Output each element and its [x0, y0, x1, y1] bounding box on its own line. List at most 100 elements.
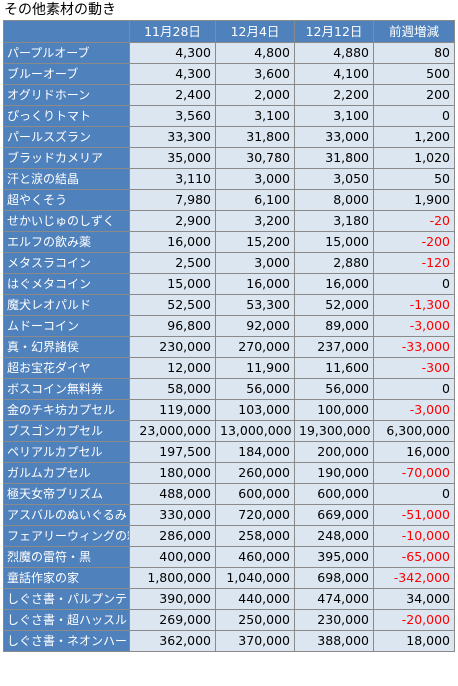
weekly-change-cell: 80 [373, 42, 455, 64]
value-dec12-cell: 237,000 [294, 336, 374, 358]
table-row: ボスコイン無料券 58,000 56,000 56,000 0 [3, 378, 455, 400]
weekly-change-cell: 0 [373, 273, 455, 295]
header-row: 11月28日 12月4日 12月12日 前週増減 [3, 20, 455, 43]
value-dec12-cell: 2,880 [294, 252, 374, 274]
weekly-change-cell: -65,000 [373, 546, 455, 568]
value-dec4-cell: 53,300 [215, 294, 295, 316]
item-name-cell: パープルオーブ [3, 42, 130, 64]
header-cell-nov28: 11月28日 [129, 20, 216, 43]
weekly-change-cell: 1,200 [373, 126, 455, 148]
weekly-change-cell: 500 [373, 63, 455, 85]
header-cell-dec4: 12月4日 [215, 20, 295, 43]
value-dec12-cell: 698,000 [294, 567, 374, 589]
value-dec12-cell: 33,000 [294, 126, 374, 148]
header-cell-dec12: 12月12日 [294, 20, 374, 43]
weekly-change-cell: -3,000 [373, 315, 455, 337]
value-nov28-cell: 286,000 [129, 525, 216, 547]
table-row: 超お宝花ダイヤ 12,000 11,900 11,600 -300 [3, 357, 455, 379]
value-dec4-cell: 3,600 [215, 63, 295, 85]
value-nov28-cell: 2,400 [129, 84, 216, 106]
value-dec4-cell: 1,040,000 [215, 567, 295, 589]
weekly-change-cell: -200 [373, 231, 455, 253]
value-nov28-cell: 2,900 [129, 210, 216, 232]
value-nov28-cell: 197,500 [129, 441, 216, 463]
value-nov28-cell: 96,800 [129, 315, 216, 337]
value-dec12-cell: 474,000 [294, 588, 374, 610]
item-name-cell: オグリドホーン [3, 84, 130, 106]
table-row: はぐメタコイン 15,000 16,000 16,000 0 [3, 273, 455, 295]
item-name-cell: 金のチキ坊カプセル [3, 399, 130, 421]
item-name-cell: 超お宝花ダイヤ [3, 357, 130, 379]
item-name-cell: しぐさ書・パルプンテ [3, 588, 130, 610]
value-dec4-cell: 184,000 [215, 441, 295, 463]
value-dec12-cell: 230,000 [294, 609, 374, 631]
value-nov28-cell: 12,000 [129, 357, 216, 379]
item-name-cell: ぴっくりトマト [3, 105, 130, 127]
value-dec4-cell: 31,800 [215, 126, 295, 148]
value-dec12-cell: 3,050 [294, 168, 374, 190]
weekly-change-cell: -120 [373, 252, 455, 274]
header-cell-weekly-change: 前週増減 [373, 20, 455, 43]
table-row: ぴっくりトマト 3,560 3,100 3,100 0 [3, 105, 455, 127]
item-name-cell: アスバルのぬいぐるみ [3, 504, 130, 526]
weekly-change-cell: 18,000 [373, 630, 455, 652]
value-dec12-cell: 52,000 [294, 294, 374, 316]
value-dec12-cell: 16,000 [294, 273, 374, 295]
value-nov28-cell: 33,300 [129, 126, 216, 148]
weekly-change-cell: -3,000 [373, 399, 455, 421]
item-name-cell: 真・幻界諸侯 [3, 336, 130, 358]
table-row: しぐさ書・ネオンハート 362,000 370,000 388,000 18,000 [3, 630, 455, 652]
table-row: ガルムカプセル 180,000 260,000 190,000 -70,000 [3, 462, 455, 484]
value-nov28-cell: 15,000 [129, 273, 216, 295]
table-row: パープルオーブ 4,300 4,800 4,880 80 [3, 42, 455, 64]
table-row: 極天女帝ブリズム 488,000 600,000 600,000 0 [3, 483, 455, 505]
value-dec4-cell: 460,000 [215, 546, 295, 568]
value-dec4-cell: 13,000,000 [215, 420, 295, 442]
table-row: ペリアルカプセル 197,500 184,000 200,000 16,000 [3, 441, 455, 463]
value-dec4-cell: 258,000 [215, 525, 295, 547]
value-dec12-cell: 89,000 [294, 315, 374, 337]
value-dec12-cell: 4,880 [294, 42, 374, 64]
table-row: 魔犬レオパルド 52,500 53,300 52,000 -1,300 [3, 294, 455, 316]
value-dec12-cell: 190,000 [294, 462, 374, 484]
value-dec12-cell: 200,000 [294, 441, 374, 463]
table-row: ブラッドカメリア 35,000 30,780 31,800 1,020 [3, 147, 455, 169]
table-row: メタスラコイン 2,500 3,000 2,880 -120 [3, 252, 455, 274]
item-name-cell: はぐメタコイン [3, 273, 130, 295]
table-row: アスバルのぬいぐるみ 330,000 720,000 669,000 -51,000 [3, 504, 455, 526]
item-name-cell: ブラッドカメリア [3, 147, 130, 169]
item-name-cell: 烈魔の雷符・黒 [3, 546, 130, 568]
item-name-cell: ムドーコイン [3, 315, 130, 337]
weekly-change-cell: -300 [373, 357, 455, 379]
value-dec12-cell: 600,000 [294, 483, 374, 505]
item-name-cell: 極天女帝ブリズム [3, 483, 130, 505]
table-row: 金のチキ坊カプセル 119,000 103,000 100,000 -3,000 [3, 399, 455, 421]
item-name-cell: 汗と涙の結晶 [3, 168, 130, 190]
value-dec12-cell: 248,000 [294, 525, 374, 547]
value-nov28-cell: 3,560 [129, 105, 216, 127]
table-row: フェアリーウィングの箱 286,000 258,000 248,000 -10,000 [3, 525, 455, 547]
value-dec4-cell: 15,200 [215, 231, 295, 253]
value-nov28-cell: 3,110 [129, 168, 216, 190]
item-name-cell: せかいじゅのしずく [3, 210, 130, 232]
value-nov28-cell: 488,000 [129, 483, 216, 505]
table-row: 汗と涙の結晶 3,110 3,000 3,050 50 [3, 168, 455, 190]
value-nov28-cell: 400,000 [129, 546, 216, 568]
weekly-change-cell: 34,000 [373, 588, 455, 610]
item-name-cell: ボスコイン無料券 [3, 378, 130, 400]
value-dec4-cell: 4,800 [215, 42, 295, 64]
value-dec4-cell: 103,000 [215, 399, 295, 421]
value-dec4-cell: 11,900 [215, 357, 295, 379]
header-cell-item [3, 20, 130, 43]
table-row: オグリドホーン 2,400 2,000 2,200 200 [3, 84, 455, 106]
item-name-cell: エルフの飲み薬 [3, 231, 130, 253]
value-dec12-cell: 100,000 [294, 399, 374, 421]
value-dec12-cell: 19,300,000 [294, 420, 374, 442]
table-row: ブスゴンカプセル 23,000,000 13,000,000 19,300,000 6,… [3, 420, 455, 442]
value-dec4-cell: 260,000 [215, 462, 295, 484]
value-dec4-cell: 370,000 [215, 630, 295, 652]
weekly-change-cell: 6,300,000 [373, 420, 455, 442]
weekly-change-cell: -342,000 [373, 567, 455, 589]
item-name-cell: ブスゴンカプセル [3, 420, 130, 442]
item-name-cell: ペリアルカプセル [3, 441, 130, 463]
